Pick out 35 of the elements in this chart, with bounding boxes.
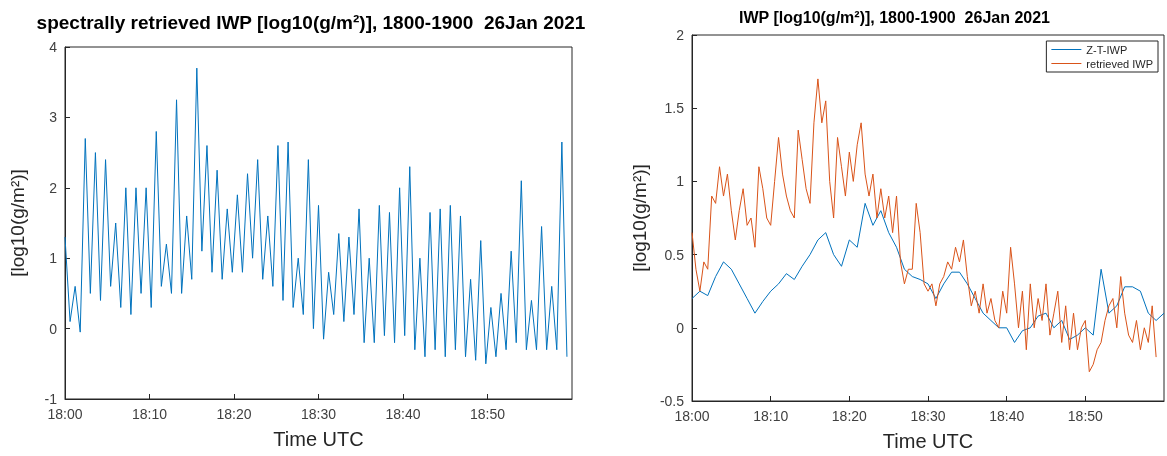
y-tick-label: 2 [49, 179, 58, 196]
x-axis-title: Time UTC [273, 428, 364, 450]
x-tick-label: 18:00 [674, 408, 710, 424]
y-tick-label: 0.5 [664, 246, 685, 263]
x-tick-label: 18:20 [216, 406, 252, 422]
x-tick-label: 18:30 [300, 406, 337, 422]
x-tick-label: 18:00 [47, 406, 83, 422]
x-axis-title: Time UTC [882, 430, 974, 452]
x-tick-label: 18:30 [910, 408, 946, 424]
x-tick-label: 18:10 [131, 406, 168, 422]
legend-label: retrieved IWP [1086, 57, 1154, 70]
y-tick-label: 1.5 [664, 100, 685, 117]
line-series [691, 202, 1165, 343]
x-tick-label: 18:50 [469, 406, 506, 422]
y-tick-label: 4 [49, 39, 58, 55]
y-tick-label: 0 [676, 319, 685, 336]
y-tick-label: 1 [676, 173, 685, 190]
x-tick-label: 18:40 [989, 408, 1025, 424]
y-tick-label: -0.5 [659, 393, 685, 409]
x-tick-label: 18:40 [385, 406, 421, 422]
y-tick-label: 0 [49, 320, 58, 337]
y-axis-title: [log10(g/m²)] [7, 169, 28, 277]
x-tick-label: 18:20 [831, 408, 868, 424]
y-tick-label: -1 [44, 391, 58, 407]
line-series [64, 67, 568, 365]
y-tick-label: 1 [49, 250, 58, 267]
x-tick-label: 18:10 [753, 408, 789, 424]
chart-title: IWP [log10(g/m²)], 1800-1900 26Jan 2021 [739, 8, 1051, 26]
chart-title: spectrally retrieved IWP [log10(g/m²)], 1800-1900 26Jan 2021 [36, 12, 586, 33]
y-tick-label: 3 [49, 109, 58, 126]
x-tick-label: 18:50 [1067, 408, 1104, 424]
legend-label: Z-T-IWP [1086, 43, 1128, 56]
line-series [691, 78, 1157, 373]
y-tick-label: 2 [676, 27, 685, 43]
y-axis-title: [log10(g/m²)] [629, 164, 650, 272]
